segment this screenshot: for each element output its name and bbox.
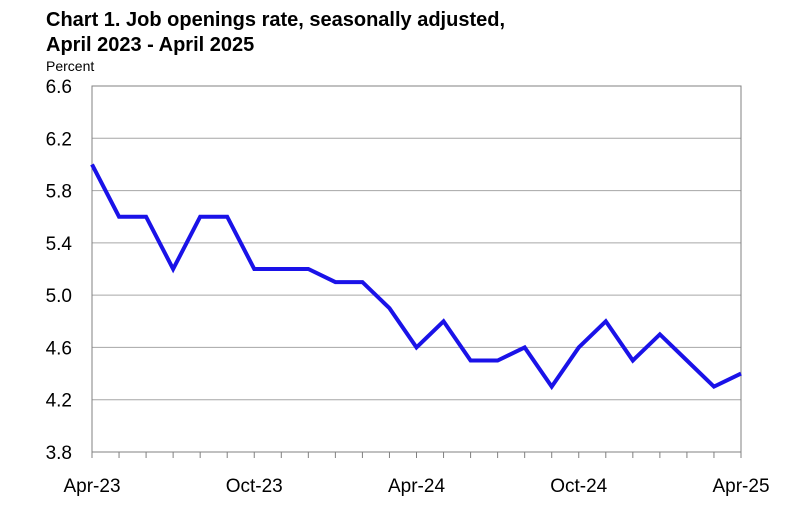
- plot-area-frame: [91, 85, 742, 453]
- gridlines: [92, 137, 741, 401]
- y-tick-label: 5.0: [46, 286, 72, 307]
- x-tick-label: Apr-24: [388, 476, 445, 497]
- y-axis-unit-label: Percent: [46, 58, 95, 74]
- y-tick-label: 4.2: [46, 391, 72, 412]
- x-tick-label: Apr-25: [712, 476, 769, 497]
- chart-title-line1: Chart 1. Job openings rate, seasonally a…: [46, 9, 506, 31]
- x-tick-label: Apr-23: [63, 476, 120, 497]
- y-tick-label: 4.6: [46, 338, 72, 359]
- axis-ticks: [91, 452, 742, 458]
- y-tick-label: 6.6: [46, 77, 72, 98]
- y-tick-label: 5.8: [46, 182, 72, 203]
- y-tick-label: 3.8: [46, 443, 72, 464]
- y-tick-label: 5.4: [46, 234, 73, 255]
- x-tick-label: Oct-23: [226, 476, 283, 497]
- chart-title: Chart 1. Job openings rate, seasonally a…: [46, 8, 505, 58]
- y-tick-label: 6.2: [46, 129, 72, 150]
- axis-tick-labels: 3.8 4.2 4.6 5.0 5.4 5.8 6.2 6.6 Apr-23 Oct-23 Apr-…: [46, 77, 770, 497]
- chart-title-line2: April 2023 - April 2025: [46, 34, 255, 56]
- x-tick-label: Oct-24: [550, 476, 607, 497]
- series-line-job-openings-rate: [90, 163, 742, 391]
